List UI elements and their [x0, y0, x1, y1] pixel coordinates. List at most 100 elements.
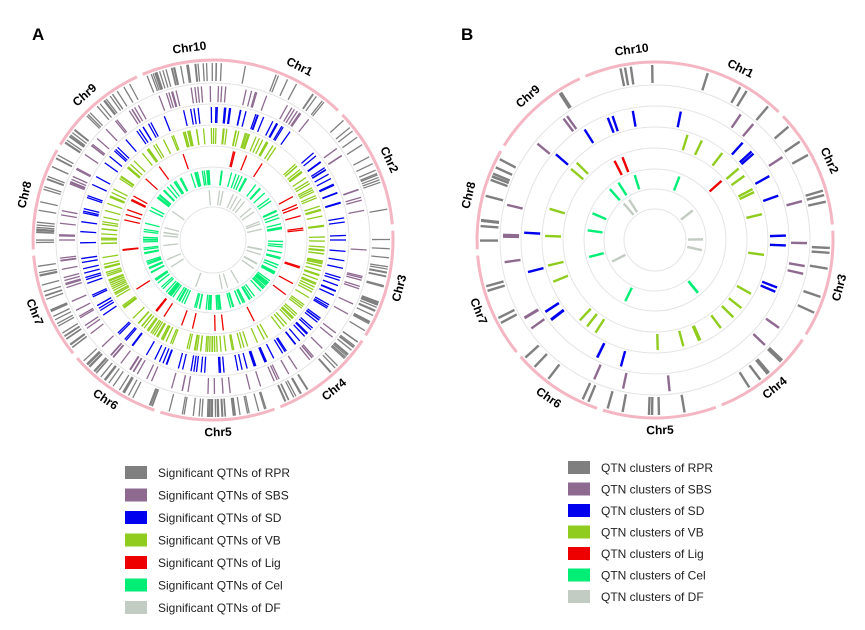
- qtn-mark: [307, 161, 322, 173]
- qtn-mark: [269, 74, 277, 92]
- qtn-mark: [222, 107, 226, 124]
- qtn-mark: [230, 151, 236, 168]
- qtn-mark: [86, 350, 100, 365]
- qtn-mark: [346, 273, 363, 279]
- qtn-mark: [318, 358, 332, 373]
- qtn-mark: [492, 172, 511, 182]
- qtn-mark: [343, 283, 360, 290]
- qtn-mark: [143, 236, 159, 239]
- qtn-mark: [156, 71, 164, 90]
- qtn-mark: [184, 131, 190, 148]
- qtn-mark: [219, 170, 223, 186]
- qtn-mark: [285, 381, 295, 398]
- qtn-mark: [205, 335, 208, 352]
- qtn-mark: [103, 100, 116, 116]
- qtn-mark: [558, 92, 571, 109]
- qtn-mark: [50, 302, 68, 311]
- qtn-mark: [86, 318, 101, 329]
- qtn-mark: [83, 348, 98, 362]
- qtn-mark: [121, 295, 136, 307]
- qtn-mark: [204, 356, 207, 373]
- qtn-mark: [290, 112, 301, 127]
- qtn-mark: [250, 113, 257, 130]
- qtn-mark: [171, 329, 179, 345]
- qtn-mark: [238, 332, 245, 348]
- qtn-mark: [96, 297, 112, 307]
- qtn-mark: [96, 105, 110, 121]
- track-3-marks: [80, 107, 346, 373]
- qtn-mark: [143, 245, 159, 249]
- qtn-mark: [189, 130, 194, 147]
- track-1-marks: [479, 65, 830, 416]
- qtn-mark: [229, 151, 235, 168]
- qtn-mark: [46, 178, 64, 187]
- qtn-mark: [237, 288, 246, 303]
- chromosome-arc-chr2: [781, 115, 834, 225]
- qtn-mark: [53, 308, 70, 317]
- qtn-mark: [280, 131, 291, 146]
- qtn-mark: [337, 338, 352, 351]
- track-circle: [603, 188, 707, 292]
- qtn-mark: [348, 209, 365, 215]
- qtn-mark: [258, 200, 272, 210]
- qtn-mark: [227, 108, 232, 125]
- qtn-mark: [152, 144, 163, 160]
- qtn-mark: [762, 194, 779, 203]
- qtn-mark: [103, 216, 120, 222]
- chromosome-arc-chr1: [682, 62, 780, 114]
- legend-swatch: [568, 461, 590, 474]
- qtn-mark: [215, 294, 218, 310]
- qtn-mark: [575, 161, 589, 175]
- qtn-mark: [308, 247, 325, 251]
- qtn-mark: [687, 280, 699, 294]
- qtn-mark: [283, 163, 296, 176]
- qtn-mark: [200, 356, 204, 373]
- qtn-mark: [263, 145, 274, 160]
- qtn-mark: [298, 189, 314, 198]
- qtn-mark: [223, 86, 227, 103]
- qtn-mark: [39, 271, 58, 277]
- qtn-mark: [203, 170, 207, 186]
- qtn-mark: [313, 298, 329, 308]
- qtn-mark: [693, 139, 703, 156]
- qtn-mark: [91, 183, 107, 192]
- qtn-mark: [346, 272, 363, 278]
- qtn-mark: [767, 348, 782, 363]
- qtn-mark: [106, 268, 122, 276]
- qtn-mark: [181, 288, 190, 303]
- qtn-mark: [241, 111, 247, 127]
- qtn-mark: [104, 262, 121, 268]
- qtn-mark: [104, 365, 117, 381]
- qtn-mark: [284, 165, 298, 178]
- qtn-mark: [791, 153, 809, 165]
- qtn-mark: [255, 371, 262, 387]
- qtn-mark: [294, 180, 309, 191]
- qtn-mark: [587, 384, 597, 403]
- qtn-mark: [295, 322, 308, 335]
- qtn-mark: [246, 184, 257, 197]
- qtn-mark: [304, 205, 320, 212]
- qtn-mark: [672, 176, 681, 191]
- chromosome-arc-chr10: [584, 60, 684, 78]
- qtn-mark: [223, 335, 227, 352]
- qtn-mark: [306, 215, 323, 221]
- qtn-mark: [680, 394, 686, 413]
- chromosome-arc-chr9: [59, 75, 138, 146]
- qtn-mark: [243, 395, 249, 414]
- chromosome-label: Chr6: [533, 384, 564, 411]
- qtn-mark: [173, 67, 180, 85]
- qtn-mark: [342, 136, 358, 149]
- qtn-mark: [621, 156, 630, 173]
- qtn-mark: [169, 283, 180, 296]
- qtn-mark: [298, 281, 314, 291]
- qtn-mark: [303, 155, 317, 167]
- qtn-mark: [701, 72, 709, 91]
- qtn-mark: [165, 69, 172, 87]
- qtn-mark: [234, 130, 240, 147]
- qtn-mark: [144, 222, 160, 228]
- qtn-mark: [162, 277, 175, 290]
- qtn-mark: [710, 314, 722, 329]
- qtn-mark: [623, 67, 630, 86]
- qtn-mark: [730, 174, 746, 187]
- legend-entry: QTN clusters of Lig: [601, 547, 704, 561]
